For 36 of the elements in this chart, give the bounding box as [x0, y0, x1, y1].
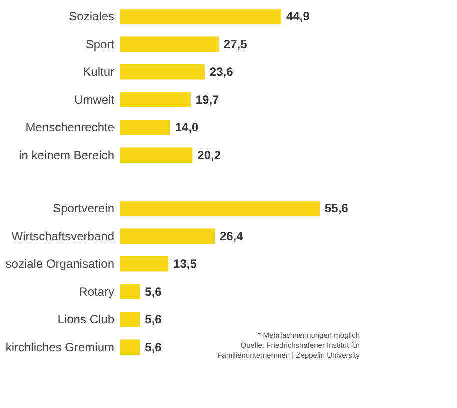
- data-label: 26,4: [220, 229, 244, 244]
- data-label: 5,6: [145, 340, 162, 354]
- y-tick-label: Wirtschaftsverband: [12, 229, 114, 244]
- bar: [120, 64, 205, 80]
- bar: [120, 200, 320, 216]
- bar: [120, 228, 215, 244]
- y-tick-label: Sportverein: [53, 202, 114, 216]
- y-tick-label: Rotary: [79, 284, 114, 299]
- bar: [120, 284, 140, 300]
- data-label: 23,6: [210, 65, 234, 80]
- y-tick-label: Soziales: [69, 10, 114, 24]
- y-tick-label: in keinem Bereich: [19, 148, 114, 162]
- y-tick-label: soziale Organisation: [6, 257, 114, 272]
- data-label: 13,5: [174, 257, 198, 272]
- data-label: 20,2: [198, 148, 222, 162]
- bar: [120, 256, 169, 272]
- y-tick-label: Umwelt: [74, 92, 116, 107]
- data-label: 14,0: [175, 120, 200, 135]
- y-tick-label: Kultur: [83, 65, 114, 80]
- bar: [120, 340, 140, 356]
- bar: [120, 8, 282, 24]
- data-label: 27,5: [224, 37, 248, 52]
- y-tick-label: kirchliches Gremium: [6, 340, 114, 354]
- bar: [120, 148, 193, 164]
- data-label: 19,7: [196, 92, 220, 107]
- bar: [120, 92, 191, 108]
- data-label: 55,6: [325, 202, 349, 216]
- bar: [120, 312, 140, 328]
- y-tick-label: Sport: [86, 37, 116, 52]
- data-label: 5,6: [145, 312, 162, 327]
- y-tick-label: Menschenrechte: [26, 120, 115, 135]
- data-label: 5,6: [145, 284, 162, 299]
- y-tick-label: Lions Club: [58, 312, 115, 327]
- bar: [120, 36, 219, 52]
- bar: [120, 120, 170, 136]
- data-label: 44,9: [286, 10, 310, 24]
